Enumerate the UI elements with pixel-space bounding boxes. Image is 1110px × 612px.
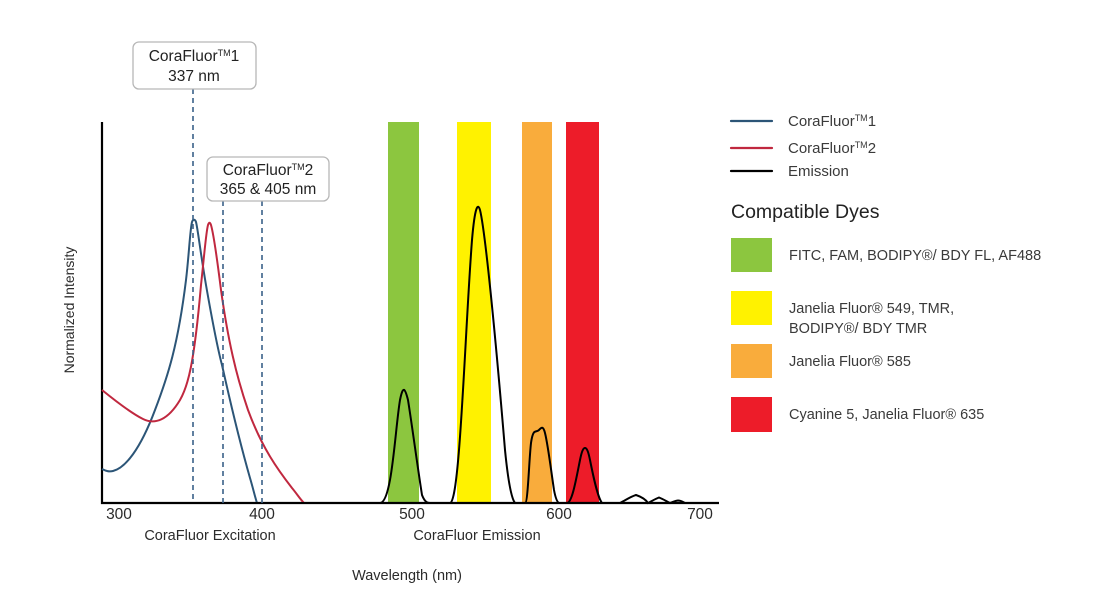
svg-text:Janelia Fluor® 585: Janelia Fluor® 585 xyxy=(789,354,911,370)
svg-text:CoraFluor Emission: CoraFluor Emission xyxy=(413,528,540,544)
svg-text:300: 300 xyxy=(106,506,132,523)
svg-text:Cyanine 5, Janelia Fluor® 635: Cyanine 5, Janelia Fluor® 635 xyxy=(789,407,984,423)
svg-text:CoraFluorTM1: CoraFluorTM1 xyxy=(788,113,876,130)
svg-text:365 & 405 nm: 365 & 405 nm xyxy=(220,181,317,198)
svg-text:600: 600 xyxy=(546,506,572,523)
svg-text:BODIPY®/ BDY TMR: BODIPY®/ BDY TMR xyxy=(789,321,927,337)
svg-text:Wavelength (nm): Wavelength (nm) xyxy=(352,568,462,584)
svg-text:400: 400 xyxy=(249,506,275,523)
svg-text:FITC, FAM, BODIPY®/ BDY FL, AF: FITC, FAM, BODIPY®/ BDY FL, AF488 xyxy=(789,248,1041,264)
svg-text:Compatible Dyes: Compatible Dyes xyxy=(731,201,880,223)
svg-text:Emission: Emission xyxy=(788,163,849,180)
svg-text:337 nm: 337 nm xyxy=(168,68,220,85)
svg-text:Normalized Intensity: Normalized Intensity xyxy=(61,247,77,374)
svg-text:CoraFluorTM2: CoraFluorTM2 xyxy=(788,140,876,157)
svg-text:Janelia Fluor® 549, TMR,: Janelia Fluor® 549, TMR, xyxy=(789,301,954,317)
svg-text:500: 500 xyxy=(399,506,425,523)
svg-text:CoraFluor Excitation: CoraFluor Excitation xyxy=(144,528,275,544)
svg-text:700: 700 xyxy=(687,506,713,523)
